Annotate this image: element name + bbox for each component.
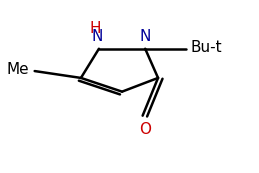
Text: Me: Me — [7, 62, 30, 77]
Text: N: N — [140, 29, 151, 44]
Text: H: H — [89, 21, 101, 36]
Text: Bu-t: Bu-t — [190, 39, 222, 54]
Text: N: N — [92, 29, 103, 44]
Text: O: O — [139, 122, 151, 137]
